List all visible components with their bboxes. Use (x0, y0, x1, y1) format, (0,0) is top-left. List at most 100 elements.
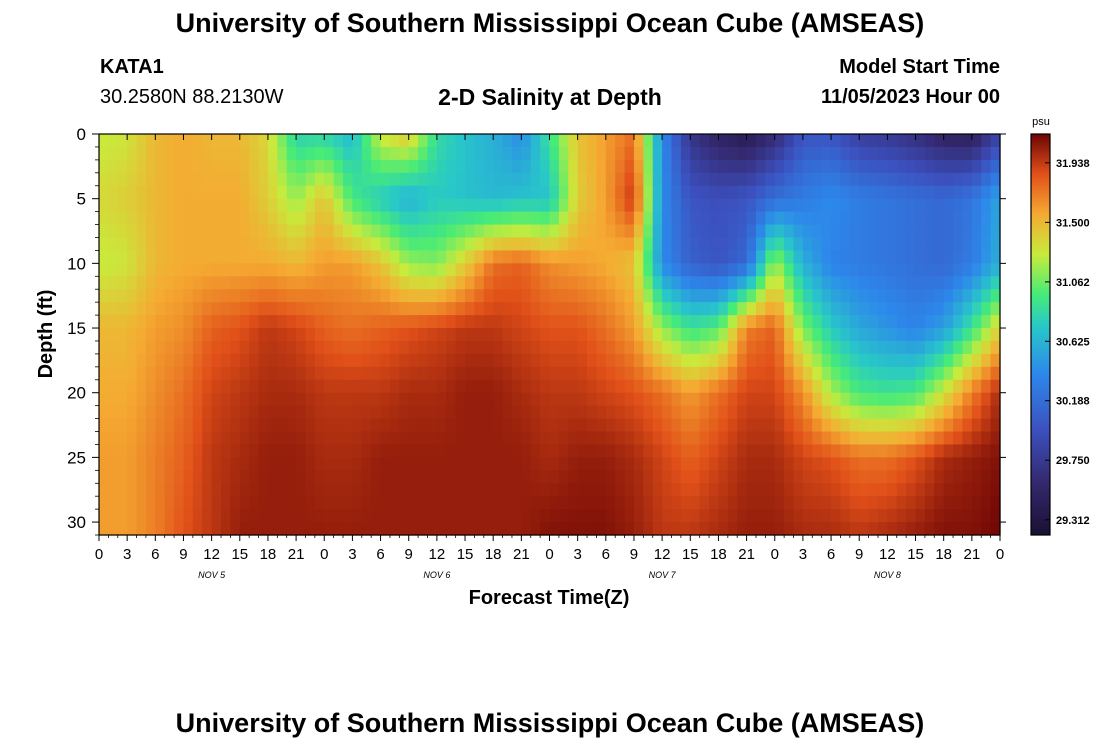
heatmap-cell (812, 457, 823, 471)
heatmap-cell (690, 185, 701, 200)
heatmap-cell (192, 263, 203, 277)
heatmap-cell (145, 470, 156, 484)
heatmap-cell (821, 522, 832, 536)
heatmap-cell (286, 198, 297, 213)
heatmap-cell (643, 263, 654, 277)
heatmap-cell (455, 224, 466, 239)
heatmap-cell (662, 366, 673, 381)
heatmap-cell (896, 146, 907, 161)
heatmap-cell (549, 522, 560, 536)
heatmap-cell (465, 496, 476, 510)
heatmap-cell (812, 470, 823, 484)
heatmap-cell (765, 315, 776, 329)
heatmap-cell (615, 263, 626, 277)
heatmap-cell (577, 172, 588, 187)
heatmap-cell (530, 392, 541, 407)
heatmap-cell (155, 172, 166, 187)
heatmap-cell (624, 211, 635, 226)
heatmap-cell (737, 185, 748, 200)
heatmap-cell (277, 159, 288, 174)
heatmap-cell (887, 366, 898, 381)
heatmap-cell (906, 134, 917, 148)
heatmap-cell (680, 509, 691, 523)
heatmap-cell (962, 315, 973, 329)
heatmap-cell (136, 276, 147, 290)
heatmap-cell (990, 134, 1001, 148)
heatmap-cell (258, 444, 269, 458)
heatmap-cell (183, 483, 194, 497)
heatmap-cell (643, 522, 654, 536)
heatmap-cell (108, 211, 119, 226)
heatmap-cell (906, 392, 917, 407)
heatmap-cell (671, 431, 682, 446)
heatmap-cell (784, 353, 795, 368)
heatmap-cell (737, 457, 748, 471)
heatmap-cell (568, 470, 579, 484)
heatmap-cell (737, 483, 748, 497)
heatmap-cell (558, 392, 569, 407)
heatmap-cell (755, 276, 766, 290)
heatmap-cell (784, 392, 795, 407)
colorbar-tick-label: 30.188 (1056, 396, 1090, 408)
heatmap-cell (943, 405, 954, 420)
heatmap-cell (117, 470, 128, 484)
heatmap-cell (540, 418, 551, 433)
heatmap-cell (380, 159, 391, 174)
heatmap-cell (633, 172, 644, 187)
heatmap-cell (953, 509, 964, 523)
heatmap-cell (699, 211, 710, 226)
heatmap-cell (502, 263, 513, 277)
heatmap-cell (399, 483, 410, 497)
heatmap-cell (221, 418, 231, 433)
heatmap-cell (483, 237, 494, 252)
heatmap-cell (540, 302, 551, 316)
heatmap-cell (868, 134, 879, 148)
heatmap-cell (164, 302, 175, 316)
heatmap-cell (174, 224, 185, 239)
heatmap-cell (343, 289, 354, 303)
heatmap-cell (436, 172, 447, 187)
heatmap-cell (605, 353, 616, 368)
heatmap-cell (258, 496, 269, 510)
heatmap-cell (371, 315, 382, 329)
heatmap-cell (108, 470, 119, 484)
heatmap-cell (755, 198, 766, 213)
heatmap-cell (136, 340, 147, 355)
heatmap-cell (258, 315, 269, 329)
heatmap-cell (352, 211, 363, 226)
heatmap-cell (239, 146, 250, 161)
heatmap-cell (465, 444, 476, 458)
heatmap-cell (239, 224, 250, 239)
heatmap-cell (521, 496, 532, 510)
heatmap-cell (887, 328, 898, 342)
heatmap-cell (859, 483, 870, 497)
heatmap-cell (418, 522, 429, 536)
heatmap-cell (418, 444, 429, 458)
heatmap-cell (953, 250, 964, 264)
heatmap-cell (174, 276, 185, 290)
y-tick-label: 25 (67, 448, 86, 467)
heatmap-cell (877, 496, 888, 510)
heatmap-cell (239, 315, 250, 329)
heatmap-cell (934, 366, 945, 381)
heatmap-cell (136, 250, 147, 264)
heatmap-cell (887, 276, 898, 290)
heatmap-cell (690, 340, 701, 355)
x-tick-label: 3 (799, 546, 807, 563)
heatmap-cell (164, 522, 175, 536)
heatmap-cell (821, 237, 832, 252)
heatmap-cell (277, 224, 288, 239)
x-tick-label: 9 (855, 546, 863, 563)
heatmap-cell (183, 496, 194, 510)
heatmap-cell (296, 289, 307, 303)
heatmap-cell (633, 134, 644, 148)
heatmap-cell (587, 509, 598, 523)
heatmap-cell (887, 483, 898, 497)
heatmap-cell (183, 134, 194, 148)
heatmap-cell (540, 328, 551, 342)
heatmap-cell (521, 224, 532, 239)
heatmap-cell (136, 392, 147, 407)
heatmap-cell (540, 444, 551, 458)
heatmap-cell (399, 237, 410, 252)
heatmap-cell (652, 392, 663, 407)
